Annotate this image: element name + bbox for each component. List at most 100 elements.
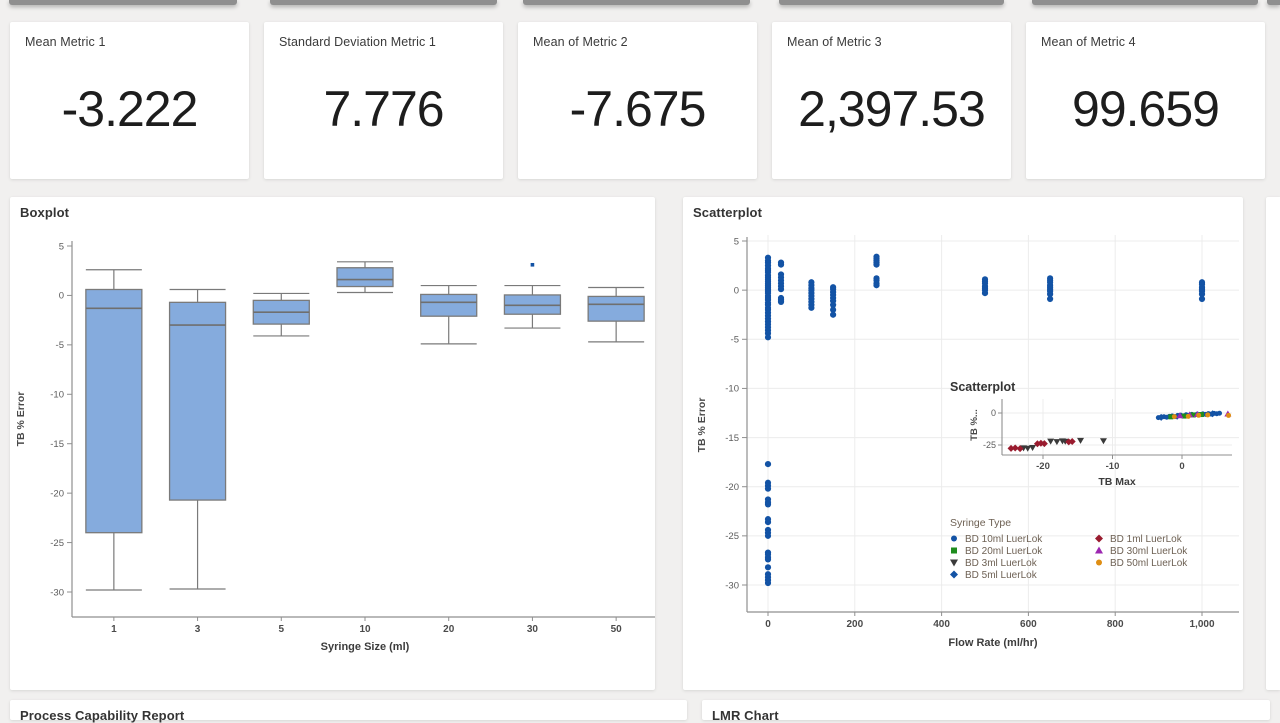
- legend-item-label: BD 20ml LuerLok: [965, 546, 1043, 557]
- metric-label: Mean of Metric 3: [787, 35, 882, 49]
- inner-scatter-point: [1047, 438, 1055, 445]
- scatter-point: [830, 306, 837, 313]
- legend-item-label: BD 30ml LuerLok: [1110, 546, 1188, 557]
- inner-scatter-point: [1077, 437, 1085, 444]
- scatterplot-panel: Scatterplot 5 0 -5 -10 -15 -20 -25 -30 0 200 400 60…: [683, 197, 1243, 690]
- inner-scatter-point: [1226, 412, 1232, 418]
- scatter-point: [764, 485, 772, 492]
- box: [336, 267, 394, 288]
- metric-card-mean-metric-3: Mean of Metric 3 2,397.53: [772, 22, 1011, 179]
- legend-item-label: BD 50ml LuerLok: [1110, 558, 1188, 569]
- inner-scatter-point: [1196, 412, 1202, 418]
- inner-scatter-point: [1016, 445, 1024, 453]
- inner-scatter-point: [1185, 413, 1191, 419]
- inner-scatter-point: [1205, 412, 1211, 418]
- scatter-point: [1198, 295, 1206, 303]
- inner-scatter-point: [1053, 439, 1061, 446]
- inner-y-tick-label: -25: [983, 440, 996, 450]
- legend-marker: [951, 547, 957, 554]
- y-tick-label: -20: [725, 482, 739, 493]
- cutoff-panel-right: [1266, 197, 1280, 690]
- legend-marker: [1095, 534, 1103, 543]
- scrolled-card-remnant: [1032, 0, 1258, 5]
- inner-scatter-point: [1024, 445, 1032, 452]
- scatter-point: [1047, 295, 1054, 303]
- metric-label: Standard Deviation Metric 1: [279, 35, 436, 49]
- inner-scatter-point: [1099, 438, 1107, 445]
- boxplot-box: [85, 269, 143, 591]
- scrolled-card-remnant: [9, 0, 237, 5]
- legend-title: Syringe Type: [950, 517, 1011, 529]
- x-tick-label: 20: [443, 624, 455, 635]
- y-tick-label: -15: [725, 433, 739, 444]
- scrolled-card-remnant: [779, 0, 1004, 5]
- x-tick-label: 0: [765, 619, 771, 630]
- x-tick-label: 30: [527, 624, 539, 635]
- y-tick-label: -25: [50, 538, 64, 549]
- scatter-point: [830, 301, 837, 308]
- legend-marker: [950, 570, 958, 579]
- x-tick-label: 200: [846, 619, 863, 630]
- x-tick-label: 5: [279, 624, 285, 635]
- x-tick-label: 10: [359, 624, 371, 635]
- legend-item-label: BD 5ml LuerLok: [965, 570, 1038, 581]
- x-tick-label: 600: [1020, 619, 1037, 630]
- x-tick-label: 800: [1107, 619, 1124, 630]
- inner-x-tick-label: -20: [1036, 461, 1050, 472]
- y-tick-label: -15: [50, 439, 64, 450]
- scatter-point: [764, 461, 772, 468]
- panel-title-boxplot: Boxplot: [20, 205, 70, 220]
- box: [168, 301, 227, 501]
- scatter-point: [764, 518, 772, 526]
- scatter-point: [777, 261, 785, 268]
- inner-scatter-point: [1181, 413, 1187, 419]
- inner-y-tick-label: 0: [991, 408, 996, 418]
- inner-scatter-point: [1217, 410, 1223, 416]
- scatter-point: [873, 261, 880, 268]
- inner-scatter-point: [1168, 414, 1174, 420]
- metric-value: 2,397.53: [798, 81, 986, 137]
- metric-value: -3.222: [61, 81, 199, 137]
- y-tick-label: -20: [50, 488, 64, 499]
- inner-scatter-point: [1040, 440, 1048, 448]
- y-tick-label: -30: [725, 580, 739, 591]
- legend-item-label: BD 10ml LuerLok: [965, 534, 1043, 545]
- inner-x-axis-title: TB Max: [1098, 476, 1136, 488]
- scatterplot-canvas: 5 0 -5 -10 -15 -20 -25 -30 0 200 400 600 800 1,000 Flo…: [696, 235, 1239, 649]
- boxplot-box: [252, 292, 310, 337]
- inner-scatter-point: [1171, 414, 1177, 420]
- inner-scatter-point: [1037, 439, 1045, 447]
- legend-marker: [951, 535, 957, 542]
- scatter-point: [764, 501, 772, 508]
- inner-scatter-point: [1176, 412, 1184, 419]
- scrolled-card-remnant: [270, 0, 497, 5]
- scatter-point: [764, 556, 772, 563]
- scrolled-card-remnant: [1267, 0, 1280, 5]
- legend-item-label: BD 1ml LuerLok: [1110, 534, 1183, 545]
- metric-value: 99.659: [1072, 81, 1220, 137]
- metric-label: Mean of Metric 2: [533, 35, 628, 49]
- outlier-point: [530, 262, 535, 267]
- y-tick-label: 0: [734, 285, 739, 296]
- inner-x-tick-label: -10: [1106, 461, 1120, 472]
- y-axis-title: TB % Error: [15, 392, 27, 447]
- metric-card-mean-metric-2: Mean of Metric 2 -7.675: [518, 22, 757, 179]
- scatter-point: [764, 532, 772, 539]
- metric-label: Mean of Metric 4: [1041, 35, 1136, 49]
- legend-marker: [950, 559, 958, 567]
- scatter-point: [873, 282, 880, 289]
- box: [587, 295, 645, 322]
- scatter-point: [777, 298, 785, 306]
- boxplot-box: [503, 262, 562, 329]
- inner-scatter-point: [1209, 410, 1217, 418]
- x-axis-title: Flow Rate (ml/hr): [948, 637, 1038, 649]
- y-tick-label: -10: [50, 390, 64, 401]
- inner-x-tick-label: 0: [1179, 461, 1184, 472]
- inner-scatter-title: Scatterplot: [950, 380, 1016, 394]
- inner-y-axis-title: TB %...: [969, 409, 980, 441]
- scrolled-card-remnant: [523, 0, 750, 5]
- x-tick-label: 1,000: [1189, 619, 1214, 630]
- metric-card-mean-metric-4: Mean of Metric 4 99.659: [1026, 22, 1265, 179]
